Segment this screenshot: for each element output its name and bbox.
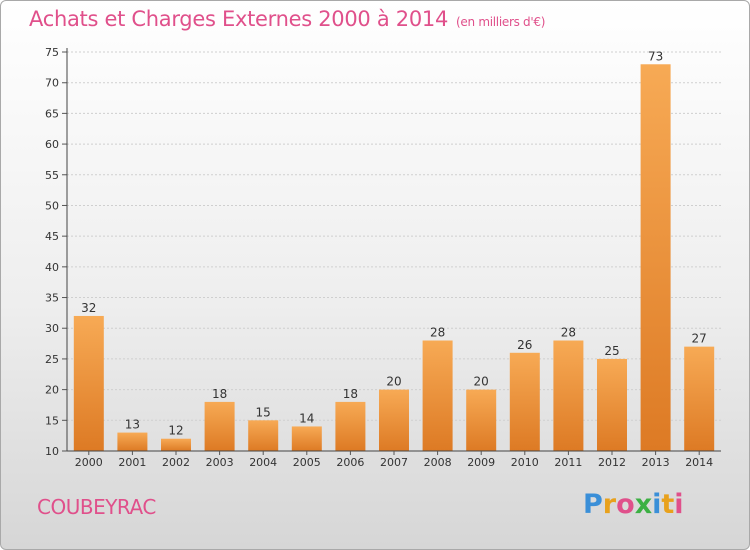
bar bbox=[422, 340, 453, 451]
bar-value-label: 20 bbox=[386, 375, 401, 389]
x-tick-label: 2014 bbox=[685, 456, 713, 469]
y-tick-label: 40 bbox=[45, 261, 59, 274]
x-tick-label: 2000 bbox=[75, 456, 103, 469]
y-tick-label: 20 bbox=[45, 384, 59, 397]
bar bbox=[117, 432, 148, 451]
chart-title-text: Achats et Charges Externes 2000 à 2014 bbox=[29, 7, 449, 31]
x-tick-label: 2006 bbox=[336, 456, 364, 469]
x-tick-label: 2007 bbox=[380, 456, 408, 469]
bar bbox=[640, 64, 671, 452]
commune-name: COUBEYRAC bbox=[37, 495, 156, 519]
bar-value-label: 28 bbox=[430, 326, 445, 340]
y-tick-label: 60 bbox=[45, 138, 59, 151]
y-tick-label: 55 bbox=[45, 169, 59, 182]
bar-value-label: 25 bbox=[604, 344, 619, 358]
bar-value-label: 13 bbox=[125, 418, 140, 432]
bar-value-label: 12 bbox=[168, 424, 183, 438]
bar bbox=[335, 401, 366, 451]
bars: 32 13 12 18 15 14 18 20 28 20 26 28 25 73 27 bbox=[73, 49, 715, 452]
bar-value-label: 28 bbox=[561, 326, 576, 340]
logo-letter: i bbox=[674, 489, 684, 520]
y-tick-label: 35 bbox=[45, 292, 59, 305]
y-tick-label: 10 bbox=[45, 445, 59, 458]
x-tick-label: 2002 bbox=[162, 456, 190, 469]
bar bbox=[466, 389, 497, 451]
bar-value-label: 18 bbox=[343, 387, 358, 401]
bar-value-label: 15 bbox=[256, 405, 271, 419]
x-tick-label: 2009 bbox=[467, 456, 495, 469]
y-tick-label: 70 bbox=[45, 77, 59, 90]
bar-value-label: 32 bbox=[81, 301, 96, 315]
bar bbox=[509, 352, 540, 451]
bar bbox=[684, 346, 715, 451]
x-tick-label: 2001 bbox=[118, 456, 146, 469]
chart-unit: (en milliers d'€) bbox=[456, 15, 546, 29]
bar bbox=[291, 426, 322, 451]
bar-value-label: 27 bbox=[692, 332, 707, 346]
x-tick-label: 2008 bbox=[424, 456, 452, 469]
bar bbox=[161, 438, 191, 451]
bar bbox=[553, 340, 584, 451]
y-tick-label: 50 bbox=[45, 199, 59, 212]
logo-letter: r bbox=[602, 489, 617, 520]
x-tick-label: 2013 bbox=[642, 456, 670, 469]
x-tick-label: 2005 bbox=[293, 456, 321, 469]
x-tick-label: 2004 bbox=[249, 456, 277, 469]
x-tick-label: 2010 bbox=[511, 456, 539, 469]
y-tick-label: 15 bbox=[45, 414, 59, 427]
proxiti-logo[interactable]: Proxiti bbox=[583, 489, 684, 520]
bar-value-label: 20 bbox=[474, 375, 489, 389]
chart-title: Achats et Charges Externes 2000 à 2014 (e… bbox=[29, 7, 545, 31]
bar bbox=[597, 358, 627, 451]
logo-letter: t bbox=[661, 489, 675, 520]
y-tick-label: 30 bbox=[45, 322, 59, 335]
logo-letter: o bbox=[616, 489, 635, 520]
logo-letter: P bbox=[583, 489, 603, 520]
logo-letter: x bbox=[634, 489, 653, 520]
y-tick-label: 45 bbox=[45, 230, 59, 243]
bar bbox=[248, 420, 279, 451]
x-tick-label: 2011 bbox=[554, 456, 582, 469]
bar-value-label: 18 bbox=[212, 387, 227, 401]
bar bbox=[204, 401, 235, 451]
bar-value-label: 73 bbox=[648, 49, 663, 63]
logo-letter: i bbox=[652, 489, 662, 520]
y-tick-label: 65 bbox=[45, 107, 59, 120]
bar-value-label: 26 bbox=[517, 338, 532, 352]
y-tick-label: 25 bbox=[45, 353, 59, 366]
x-tick-label: 2003 bbox=[206, 456, 234, 469]
bar bbox=[73, 315, 104, 451]
axes: 10 15 20 25 30 35 40 45 50 55 60 65 70 75 2000 2001 2002… bbox=[45, 46, 721, 469]
y-tick-label: 75 bbox=[45, 46, 59, 59]
bar bbox=[379, 389, 409, 451]
bar-value-label: 14 bbox=[299, 411, 314, 425]
x-tick-label: 2012 bbox=[598, 456, 626, 469]
